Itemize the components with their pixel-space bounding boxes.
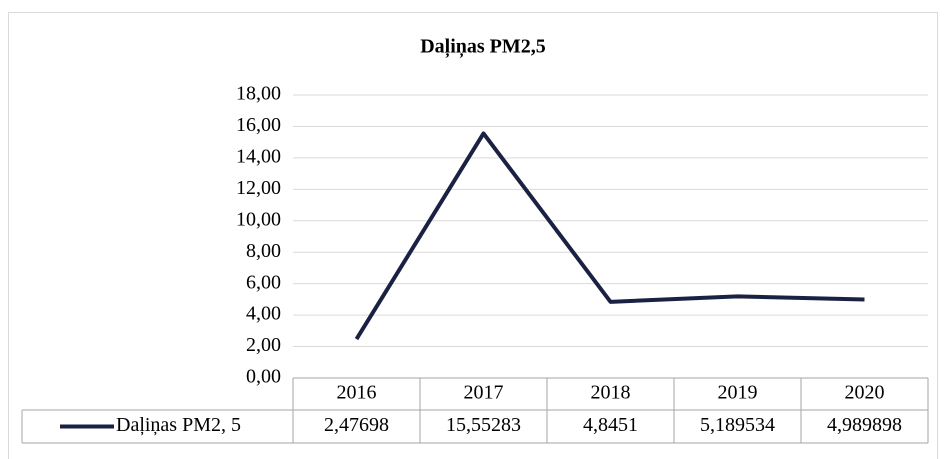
- table-value: 15,55283: [446, 414, 521, 436]
- y-tick-label: 6,00: [246, 271, 281, 293]
- legend-label: Daļiņas PM2, 5: [116, 414, 241, 436]
- y-tick-label: 18,00: [236, 83, 281, 105]
- chart-frame: [8, 12, 938, 459]
- x-tick-label: 2020: [845, 382, 885, 404]
- x-tick-label: 2017: [464, 382, 504, 404]
- y-tick-label: 14,00: [236, 145, 281, 167]
- y-tick-label: 10,00: [236, 208, 281, 230]
- y-tick-label: 2,00: [246, 334, 281, 356]
- x-tick-label: 2019: [718, 382, 758, 404]
- x-tick-label: 2018: [591, 382, 631, 404]
- y-tick-label: 16,00: [236, 114, 281, 136]
- x-tick-label: 2016: [337, 382, 377, 404]
- y-tick-label: 0,00: [246, 366, 281, 388]
- y-tick-label: 4,00: [246, 303, 281, 325]
- y-tick-label: 8,00: [246, 240, 281, 262]
- y-tick-label: 12,00: [236, 177, 281, 199]
- line-series: [354, 131, 865, 341]
- chart-title: Daļiņas PM2,5: [420, 36, 546, 59]
- table-value: 2,47698: [324, 414, 389, 436]
- table-value: 4,8451: [583, 414, 638, 436]
- table-value: 5,189534: [700, 414, 775, 436]
- table-value: 4,989898: [827, 414, 902, 436]
